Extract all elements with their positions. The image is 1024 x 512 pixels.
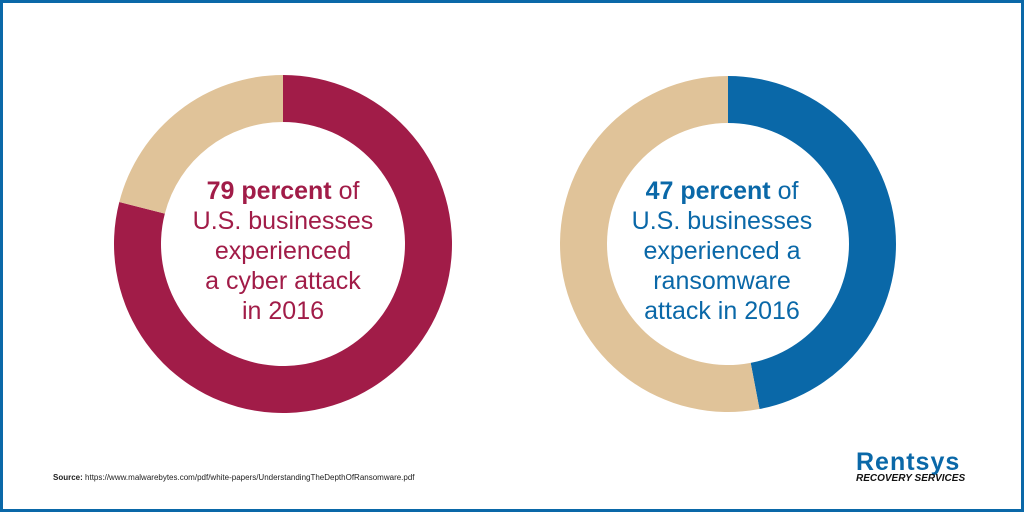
ransomware-label: 47 percent of U.S. businesses experience… — [602, 176, 842, 326]
rentsys-logo: Rentsys Recovery Services — [856, 450, 976, 484]
donut-ransomware — [560, 76, 897, 412]
logo-line2: Recovery Services — [856, 473, 966, 484]
ransomware-percent: 47 percent — [645, 177, 771, 205]
label-line: experienced a — [643, 237, 801, 265]
label-line: in 2016 — [241, 297, 325, 325]
label-line: of — [770, 177, 799, 205]
label-line: attack in 2016 — [644, 297, 800, 325]
donut-slice-rest — [119, 75, 283, 214]
cyber-attack-label: 79 percent of U.S. businesses experience… — [163, 176, 403, 326]
source-label: Source: — [53, 473, 83, 482]
source-note: Source: https://www.malwarebytes.com/pdf… — [53, 473, 415, 482]
label-line: ransomware — [653, 267, 791, 295]
cyber-attack-percent: 79 percent — [206, 177, 332, 205]
label-line: a cyber attack — [205, 267, 361, 295]
donut-cyber-attack — [114, 75, 453, 413]
label-line: U.S. businesses — [192, 207, 374, 235]
label-line: experienced — [214, 237, 352, 265]
logo-line1: Rentsys — [856, 448, 961, 476]
source-url: https://www.malwarebytes.com/pdf/white-p… — [85, 473, 415, 482]
donut-slice-rest — [560, 76, 760, 412]
label-line: of — [331, 177, 360, 205]
label-line: U.S. businesses — [631, 207, 813, 235]
donut-slice-highlight — [728, 76, 897, 410]
